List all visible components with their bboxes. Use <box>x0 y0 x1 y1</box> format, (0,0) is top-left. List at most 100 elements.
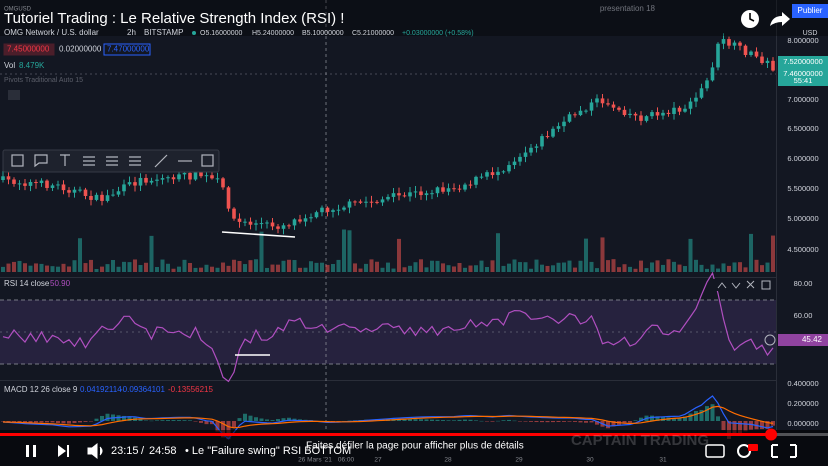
candle <box>127 182 132 185</box>
volume-value: 8.479K <box>19 61 45 70</box>
candle <box>760 56 764 64</box>
volume-bar <box>523 262 528 272</box>
progress-bar[interactable] <box>0 433 772 436</box>
candle <box>672 107 676 114</box>
watermark: CAPTAIN TRADING <box>571 432 709 449</box>
macd-bar <box>160 420 165 421</box>
macd-bar <box>105 413 110 421</box>
volume-bar <box>380 267 385 272</box>
volume-bar <box>116 266 121 272</box>
volume-bar <box>325 264 330 272</box>
chapter[interactable]: • Le "Failure swing" RSI BOTTOM <box>185 445 351 457</box>
candle <box>710 67 715 81</box>
volume-bar <box>83 263 88 272</box>
candle <box>358 201 363 203</box>
candle <box>144 177 148 183</box>
macd-bar <box>628 421 632 423</box>
tool-icon[interactable] <box>60 154 70 166</box>
candle <box>573 114 577 116</box>
pause-button[interactable] <box>33 445 36 457</box>
candle <box>309 217 313 219</box>
publish-label[interactable]: Publier <box>798 6 823 15</box>
candle <box>353 201 357 203</box>
volume-bar <box>336 259 341 272</box>
macd-bar <box>545 421 550 423</box>
share-icon[interactable] <box>770 12 790 26</box>
macd-bar <box>50 421 55 423</box>
volume-bar <box>749 233 753 272</box>
candle <box>765 60 770 64</box>
volume-bar <box>111 259 115 272</box>
rsi-label: RSI 14 close <box>4 279 50 288</box>
tool-icon[interactable] <box>83 156 95 166</box>
subtitles-button[interactable] <box>705 444 725 458</box>
candle <box>512 161 517 166</box>
volume-bar <box>100 266 104 272</box>
pane-divider <box>0 277 776 278</box>
macd-bar <box>490 421 495 422</box>
tool-icon[interactable] <box>11 154 24 167</box>
volume-bar <box>556 262 561 272</box>
macd-bar <box>688 413 693 421</box>
pane-close[interactable] <box>746 280 755 289</box>
volume-bar <box>39 263 44 272</box>
signal-line <box>2 405 774 429</box>
collapse-button[interactable] <box>8 90 20 100</box>
candle <box>237 218 242 222</box>
candle <box>716 43 720 68</box>
clock-hands <box>749 13 755 22</box>
macd-bar <box>743 421 748 432</box>
candle <box>314 212 319 218</box>
candle <box>292 219 297 226</box>
tool-icon[interactable] <box>129 156 141 166</box>
volume-bar <box>584 238 588 272</box>
volume-bar <box>50 266 55 272</box>
pane-maximize[interactable] <box>761 280 771 290</box>
macd-bar <box>408 419 412 421</box>
macd-bar <box>12 421 16 422</box>
tool-icon[interactable] <box>106 156 118 166</box>
volume-bar <box>166 263 170 272</box>
volume-bar <box>424 267 429 272</box>
candle <box>567 114 572 122</box>
candle <box>347 201 352 208</box>
candle <box>56 184 60 186</box>
volume-bar <box>639 260 643 272</box>
volume-bar <box>210 266 214 272</box>
volume-bar <box>760 265 764 272</box>
candle <box>325 207 330 212</box>
volume-bar <box>545 265 550 272</box>
candle <box>452 188 456 190</box>
macd-bar <box>221 421 225 438</box>
rsi-line <box>2 271 774 383</box>
pause-button[interactable] <box>26 445 29 457</box>
tool-icon[interactable] <box>34 154 48 168</box>
candle <box>501 171 506 173</box>
candle <box>67 190 71 193</box>
publish-button[interactable] <box>792 4 828 18</box>
macd-bar <box>710 404 715 421</box>
progress-knob[interactable] <box>765 428 778 441</box>
volume-bar <box>507 263 511 272</box>
axis-divider <box>776 0 777 430</box>
macd-bar <box>94 418 99 421</box>
candle <box>12 179 16 184</box>
tool-icon[interactable] <box>201 154 214 167</box>
macd-bar <box>78 421 82 423</box>
add-button[interactable] <box>764 334 776 346</box>
pane-up[interactable] <box>717 282 727 289</box>
volume-bar <box>287 259 291 272</box>
pane-down[interactable] <box>731 282 741 289</box>
volume-bar <box>677 264 682 272</box>
price-axis-label: 5.000000 <box>787 214 818 223</box>
tool-icon[interactable] <box>154 154 168 168</box>
volume-bar <box>369 259 374 272</box>
volume-button[interactable] <box>87 442 103 460</box>
candle <box>424 193 429 196</box>
fullscreen-button[interactable] <box>771 444 797 458</box>
candle <box>523 152 528 157</box>
volume-bar <box>474 265 478 272</box>
rsi-band <box>0 300 776 364</box>
next-button[interactable] <box>58 445 69 457</box>
